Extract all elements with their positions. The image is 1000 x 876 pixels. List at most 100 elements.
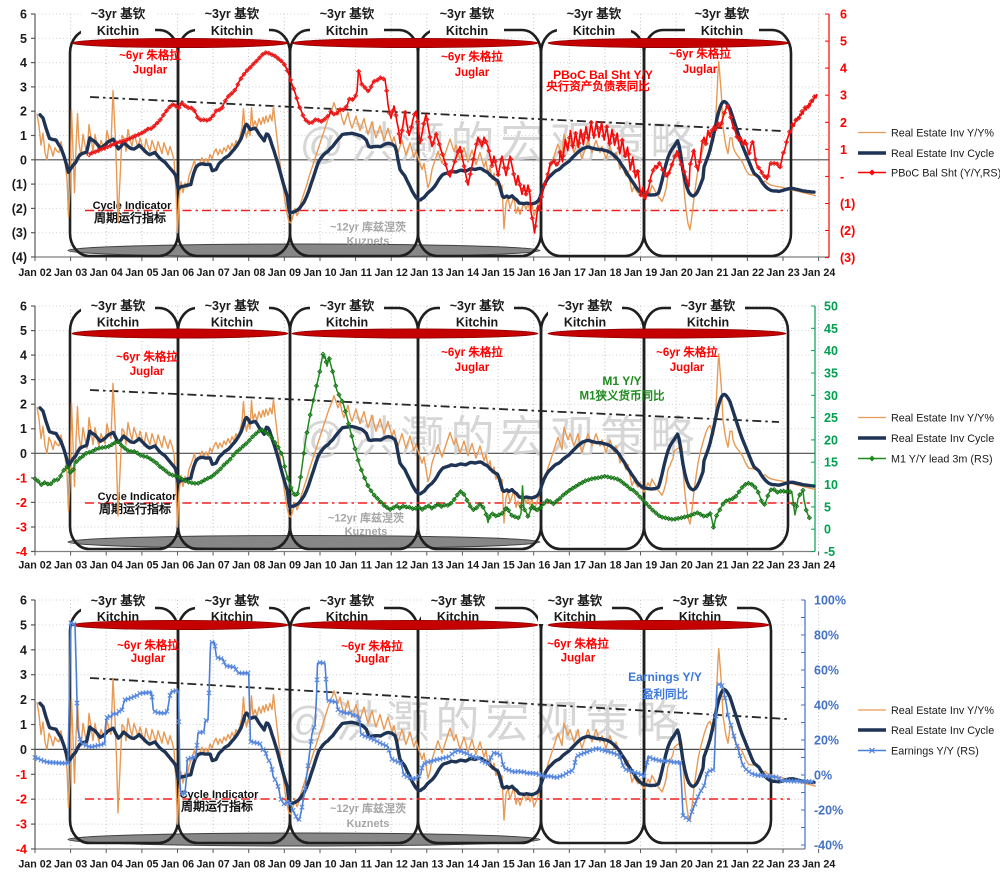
svg-text:Jan 05: Jan 05 [125, 560, 158, 572]
svg-text:Jan 08: Jan 08 [232, 267, 265, 279]
svg-text:M1狭义货币同比: M1狭义货币同比 [580, 389, 665, 403]
svg-text:Kuznets: Kuznets [345, 526, 388, 538]
svg-text:6: 6 [20, 300, 27, 314]
svg-text:Jan 19: Jan 19 [624, 560, 657, 572]
svg-text:Jan 19: Jan 19 [624, 267, 657, 279]
svg-text:Jan 16: Jan 16 [517, 560, 550, 572]
svg-text:5: 5 [20, 618, 27, 632]
svg-text:~6yr 朱格拉: ~6yr 朱格拉 [341, 639, 403, 653]
svg-text:(4): (4) [12, 251, 27, 265]
svg-text:Kitchin: Kitchin [326, 610, 368, 624]
svg-text:Jan 10: Jan 10 [303, 859, 336, 871]
svg-text:Juglar: Juglar [130, 366, 165, 378]
svg-text:3: 3 [840, 89, 847, 103]
svg-text:Earnings Y/Y (RS): Earnings Y/Y (RS) [891, 746, 979, 758]
svg-text:Kitchin: Kitchin [687, 316, 729, 330]
svg-text:-3: -3 [16, 521, 27, 535]
svg-text:M1 Y/Y lead 3m (RS): M1 Y/Y lead 3m (RS) [891, 454, 993, 466]
svg-text:Jan 20: Jan 20 [660, 560, 693, 572]
svg-text:PBoC Bal Sht Y/Y: PBoC Bal Sht Y/Y [553, 68, 653, 82]
svg-text:35: 35 [824, 367, 838, 381]
svg-text:Jan 21: Jan 21 [695, 560, 728, 572]
svg-text:Jan 06: Jan 06 [161, 267, 194, 279]
svg-text:100%: 100% [814, 594, 846, 608]
svg-text:Jan 14: Jan 14 [446, 560, 479, 572]
svg-text:Jan 09: Jan 09 [268, 267, 301, 279]
svg-text:~6yr 朱格拉: ~6yr 朱格拉 [117, 638, 179, 652]
svg-text:0: 0 [824, 523, 831, 537]
svg-text:-2: -2 [16, 496, 27, 510]
svg-text:Jan 03: Jan 03 [54, 859, 87, 871]
svg-text:5: 5 [20, 324, 27, 338]
svg-text:Jan 08: Jan 08 [232, 560, 265, 572]
svg-text:~6yr 朱格拉: ~6yr 朱格拉 [116, 350, 178, 364]
svg-text:5: 5 [824, 500, 831, 514]
svg-text:Jan 04: Jan 04 [90, 859, 123, 871]
svg-text:Jan 16: Jan 16 [517, 859, 550, 871]
svg-text:Jan 07: Jan 07 [196, 267, 229, 279]
svg-text:Jan 18: Jan 18 [588, 267, 621, 279]
svg-text:~3yr 基钦: ~3yr 基钦 [91, 6, 146, 21]
svg-text:~3yr 基钦: ~3yr 基钦 [205, 298, 260, 313]
svg-text:1: 1 [20, 422, 27, 436]
svg-text:Jan 11: Jan 11 [339, 267, 372, 279]
svg-text:1: 1 [20, 129, 27, 143]
svg-text:(3): (3) [840, 251, 855, 265]
svg-text:Jan 04: Jan 04 [90, 560, 123, 572]
svg-text:-4: -4 [16, 545, 27, 559]
svg-text:Jan 07: Jan 07 [196, 560, 229, 572]
svg-text:~6yr 朱格拉: ~6yr 朱格拉 [441, 345, 503, 359]
svg-text:-1: -1 [16, 471, 27, 485]
svg-text:Jan 10: Jan 10 [303, 560, 336, 572]
svg-text:(2): (2) [12, 202, 27, 216]
svg-text:~3yr 基钦: ~3yr 基钦 [205, 6, 260, 21]
svg-text:45: 45 [824, 322, 838, 336]
svg-text:Jan 17: Jan 17 [553, 267, 586, 279]
svg-text:~3yr 基钦: ~3yr 基钦 [558, 298, 613, 313]
svg-text:0%: 0% [814, 769, 832, 783]
svg-text:Kitchin: Kitchin [97, 610, 139, 624]
svg-text:-2: -2 [16, 793, 27, 807]
svg-text:20: 20 [824, 433, 838, 447]
svg-text:Jan 24: Jan 24 [802, 267, 835, 279]
svg-text:周期运行指标: 周期运行指标 [94, 210, 166, 225]
svg-text:Jan 11: Jan 11 [339, 560, 372, 572]
svg-text:2: 2 [20, 398, 27, 412]
svg-text:Jan 17: Jan 17 [553, 859, 586, 871]
svg-text:Jan 22: Jan 22 [731, 859, 764, 871]
svg-text:Jan 03: Jan 03 [54, 560, 87, 572]
svg-text:Real Estate Inv Cycle: Real Estate Inv Cycle [891, 725, 994, 737]
svg-text:~3yr 基钦: ~3yr 基钦 [320, 6, 375, 21]
svg-text:~3yr 基钦: ~3yr 基钦 [450, 298, 505, 313]
svg-text:~3yr 基钦: ~3yr 基钦 [440, 6, 495, 21]
svg-text:~3yr 基钦: ~3yr 基钦 [91, 593, 146, 608]
svg-text:Kitchin: Kitchin [456, 316, 498, 330]
svg-text:Jan 23: Jan 23 [766, 560, 799, 572]
svg-text:-4: -4 [16, 843, 27, 857]
svg-text:Jan 12: Jan 12 [375, 560, 408, 572]
svg-text:~6yr 朱格拉: ~6yr 朱格拉 [119, 48, 181, 62]
svg-text:周期运行指标: 周期运行指标 [99, 501, 171, 516]
svg-text:~12yr 库兹涅茨: ~12yr 库兹涅茨 [330, 220, 406, 234]
svg-text:~12yr 库兹涅茨: ~12yr 库兹涅茨 [328, 511, 404, 525]
svg-text:1: 1 [840, 143, 847, 157]
svg-text:0: 0 [20, 447, 27, 461]
svg-text:@洪灏的宏观策略: @洪灏的宏观策略 [300, 413, 701, 462]
svg-text:5: 5 [20, 32, 27, 46]
svg-text:4: 4 [20, 56, 27, 70]
svg-text:Jan 08: Jan 08 [232, 859, 265, 871]
svg-text:Jan 07: Jan 07 [196, 859, 229, 871]
svg-text:Jan 17: Jan 17 [553, 560, 586, 572]
svg-text:Jan 18: Jan 18 [588, 560, 621, 572]
svg-text:Jan 02: Jan 02 [18, 560, 51, 572]
svg-text:~6yr 朱格拉: ~6yr 朱格拉 [547, 637, 609, 651]
svg-text:央行资产负债表同比: 央行资产负债表同比 [546, 79, 650, 93]
svg-text:M1 Y/Y: M1 Y/Y [602, 374, 641, 388]
svg-text:Jan 12: Jan 12 [375, 859, 408, 871]
svg-text:50: 50 [824, 300, 838, 314]
svg-text:(3): (3) [12, 226, 27, 240]
svg-text:Juglar: Juglar [355, 654, 390, 666]
svg-text:~3yr 基钦: ~3yr 基钦 [320, 298, 375, 313]
svg-text:盈利同比: 盈利同比 [641, 687, 688, 701]
svg-text:-1: -1 [16, 768, 27, 782]
